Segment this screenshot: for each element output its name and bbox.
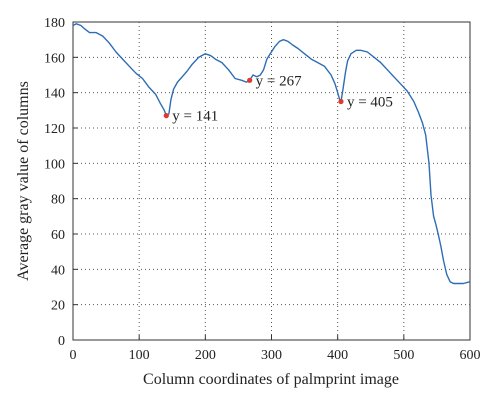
y-axis-label: Average gray value of columns [15, 81, 32, 281]
series-line [72, 23, 471, 285]
y-tick-label: 180 [44, 16, 65, 31]
annotation-label: y = 267 [256, 73, 302, 89]
x-tick-label: 200 [195, 348, 216, 363]
x-tick-label: 0 [70, 348, 77, 363]
y-tick-label: 100 [44, 157, 65, 172]
annotation-point [163, 113, 169, 119]
x-axis-label: Column coordinates of palmprint image [143, 371, 399, 388]
annotation-point [338, 98, 344, 105]
x-tick-label: 300 [261, 348, 282, 363]
annotations: y = 141 y = 267 y = 405 [163, 73, 393, 125]
y-tick-label: 0 [58, 334, 65, 349]
ticks: 0 100 200 300 400 500 600 0 20 40 60 80 100 120 140 160… [44, 16, 481, 363]
series-layer [72, 23, 471, 285]
y-tick-label: 120 [44, 122, 65, 137]
y-tick-label: 140 [44, 87, 65, 102]
y-tick-label: 40 [51, 263, 65, 278]
x-tick-label: 100 [129, 348, 150, 363]
y-tick-label: 60 [51, 228, 65, 243]
annotation-label: y = 405 [347, 95, 393, 111]
x-tick-label: 600 [460, 348, 481, 363]
annotation-point [247, 77, 253, 83]
x-tick-label: 400 [327, 348, 348, 363]
x-tick-label: 500 [393, 348, 414, 363]
y-tick-label: 160 [44, 51, 65, 66]
y-tick-label: 20 [51, 299, 65, 314]
y-tick-label: 80 [51, 193, 65, 208]
annotation-label: y = 141 [172, 109, 218, 125]
